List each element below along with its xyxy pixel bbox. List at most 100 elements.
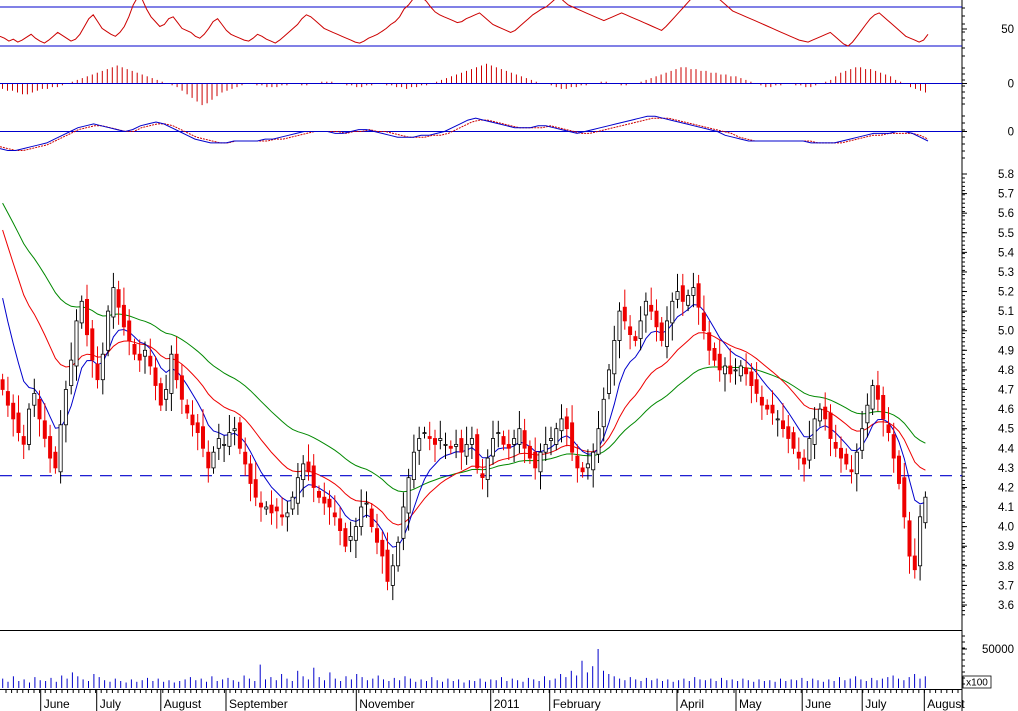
candle-body: [301, 463, 306, 480]
candle-body: [237, 422, 242, 449]
candle-body: [833, 441, 838, 449]
price-tick: 5.7: [998, 189, 1014, 201]
price-tick: 3.8: [998, 561, 1014, 573]
candle-body: [701, 312, 706, 332]
moving-average-mid: [2, 229, 926, 526]
candle-body: [533, 451, 538, 469]
price-tick: 4.5: [998, 424, 1014, 436]
x-axis: June July August September November 2011 Febru…: [5, 689, 965, 711]
candle-body: [348, 536, 353, 541]
candle-body: [728, 365, 733, 375]
candle-body: [32, 392, 37, 406]
price-tick: 4.4: [998, 443, 1015, 455]
candle-body: [839, 447, 844, 459]
macd-signal-line: [0, 117, 929, 151]
candle-body: [860, 428, 865, 451]
candle-body: [585, 463, 590, 469]
candle-body: [802, 457, 807, 465]
macd-tick-0: 0: [1008, 127, 1014, 139]
candle-body: [438, 438, 443, 441]
candle-body: [11, 402, 16, 420]
candle-body: [295, 477, 300, 504]
candle-body: [812, 418, 817, 445]
candle-body: [432, 438, 437, 445]
x-month-label: August: [927, 697, 965, 711]
price-tick: 4.3: [998, 463, 1014, 475]
price-tick: 4.0: [998, 522, 1014, 534]
candle-body: [759, 396, 764, 406]
candle-body: [781, 420, 786, 429]
price-tick: 4.8: [998, 365, 1014, 377]
candle-body: [612, 340, 617, 375]
candle-body: [617, 310, 622, 341]
candle-body: [285, 512, 290, 518]
candle-body: [174, 353, 179, 381]
candle-body: [327, 498, 332, 508]
candle-body: [459, 438, 464, 453]
candle-body: [549, 438, 554, 441]
candle-body: [469, 438, 474, 445]
macd-panel: [0, 115, 962, 151]
candle-body: [538, 451, 543, 473]
candle-body: [200, 426, 205, 449]
candle-body: [338, 518, 343, 531]
candle-body: [280, 514, 285, 518]
candle-body: [554, 428, 559, 445]
price-tick: 5.6: [998, 208, 1014, 220]
candle-body: [817, 408, 822, 422]
candle-body: [222, 443, 227, 446]
candle-body: [733, 369, 738, 372]
price-tick: 4.7: [998, 385, 1014, 397]
candle-body: [158, 383, 163, 406]
candle-body: [243, 451, 248, 465]
candle-body: [464, 443, 469, 457]
x-month-label: June: [805, 697, 831, 711]
candle-body: [886, 424, 891, 433]
candle-body: [95, 363, 100, 381]
candle-body: [870, 385, 875, 410]
candle-body: [454, 443, 459, 447]
candle-body: [85, 298, 90, 336]
candle-body: [153, 367, 158, 386]
price-tick: 5.4: [998, 247, 1015, 259]
candle-body: [380, 539, 385, 557]
candle-body: [406, 477, 411, 514]
candle-body: [649, 304, 654, 312]
rsi-panel: [0, 0, 962, 47]
x-month-label: November: [359, 697, 414, 711]
x-month-label: April: [680, 697, 704, 711]
candle-body: [907, 520, 912, 557]
candle-body: [411, 451, 416, 481]
price-tick: 4.6: [998, 404, 1014, 416]
candle-body: [53, 451, 58, 469]
price-tick: 4.2: [998, 482, 1014, 494]
candle-body: [723, 365, 728, 375]
candle-body: [923, 496, 928, 524]
candle-body: [48, 436, 53, 459]
candle-body: [807, 438, 812, 461]
price-tick: 5.2: [998, 287, 1014, 299]
price-tick: 5.1: [998, 306, 1014, 318]
candle-body: [770, 404, 775, 414]
candle-body: [427, 436, 432, 439]
price-tick: 3.9: [998, 541, 1014, 553]
rsi-tick-50: 50: [1001, 24, 1014, 36]
candle-body: [343, 528, 348, 547]
candle-body: [417, 438, 422, 451]
candle-body: [374, 528, 379, 543]
volume-tick-50000: 50000: [982, 644, 1014, 656]
candle-body: [712, 347, 717, 361]
candle-body: [26, 408, 31, 445]
candle-body: [686, 295, 691, 306]
price-tick: 4.1: [998, 502, 1014, 514]
candle-body: [253, 479, 258, 498]
candle-body: [902, 477, 907, 518]
candle-body: [506, 443, 511, 449]
candle-body: [575, 455, 580, 469]
x-month-label: May: [739, 697, 762, 711]
candle-body: [854, 451, 859, 475]
rsi-line: [0, 0, 929, 47]
x-month-label: August: [164, 697, 202, 711]
candle-body: [543, 443, 548, 453]
candle-body: [216, 438, 221, 449]
